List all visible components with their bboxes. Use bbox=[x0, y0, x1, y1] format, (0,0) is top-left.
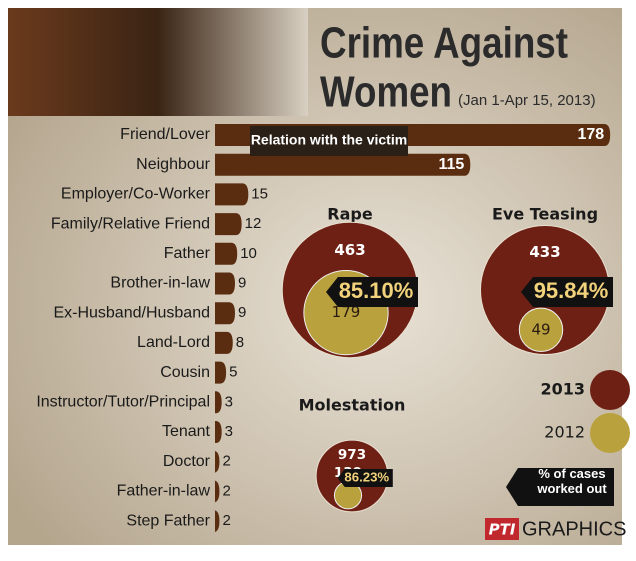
value-2012: 179 bbox=[332, 303, 361, 321]
bar bbox=[215, 153, 471, 176]
category-label: Instructor/Tutor/Principal bbox=[36, 394, 210, 411]
percent-label: 95.84% bbox=[534, 278, 609, 303]
value-label: 178 bbox=[577, 126, 604, 143]
percent-tag bbox=[337, 469, 393, 487]
title-line2: Women bbox=[320, 68, 452, 117]
value-label: 9 bbox=[238, 304, 246, 321]
panel-title: Rape bbox=[327, 205, 373, 224]
bar bbox=[213, 450, 220, 473]
value-label: 2 bbox=[222, 512, 230, 529]
bar bbox=[215, 242, 238, 265]
category-label: Tenant bbox=[162, 423, 211, 440]
category-label: Ex-Husband/Husband bbox=[53, 304, 210, 321]
value-label: 115 bbox=[438, 156, 464, 173]
value-label: 3 bbox=[225, 423, 233, 440]
credit-logo-box bbox=[485, 518, 519, 540]
bar bbox=[213, 480, 220, 503]
value-label: 10 bbox=[240, 245, 257, 262]
category-label: Employer/Co-Worker bbox=[61, 186, 211, 203]
category-label: Cousin bbox=[160, 364, 210, 381]
subtitle: (Jan 1-Apr 15, 2013) bbox=[458, 92, 596, 109]
value-label: 2 bbox=[222, 482, 230, 499]
value-label: 15 bbox=[251, 185, 268, 202]
category-label: Family/Relative Friend bbox=[51, 215, 210, 232]
value-2013: 973 bbox=[338, 447, 366, 463]
bar bbox=[215, 272, 235, 295]
bar bbox=[215, 361, 227, 384]
title: Crime Against bbox=[320, 19, 568, 68]
credit-logo: PTI bbox=[489, 521, 516, 539]
value-label: 5 bbox=[229, 364, 237, 381]
percent-legend: % of cases worked out bbox=[537, 466, 607, 496]
bubble-2012 bbox=[518, 307, 564, 353]
bar bbox=[213, 510, 220, 533]
value-label: 9 bbox=[238, 274, 246, 291]
percent-tag bbox=[521, 277, 613, 307]
category-label: Land-Lord bbox=[137, 334, 210, 351]
value-2012: 49 bbox=[531, 320, 550, 338]
legend-label: 2013 bbox=[540, 380, 585, 399]
legend-swatch bbox=[590, 370, 630, 410]
credit: GRAPHICS bbox=[522, 518, 626, 540]
value-label: 12 bbox=[245, 215, 262, 232]
percent-legend-tag bbox=[506, 468, 614, 506]
value-2013: 463 bbox=[334, 241, 365, 259]
bar bbox=[215, 183, 249, 206]
category-label: Brother-in-law bbox=[110, 275, 210, 292]
category-label: Father bbox=[164, 245, 211, 262]
legend-swatch bbox=[590, 413, 630, 453]
bar-title: Relation with the victim bbox=[251, 132, 407, 148]
panel-title: Eve Teasing bbox=[492, 205, 598, 224]
value-label: 8 bbox=[236, 334, 244, 351]
bar-title-box bbox=[250, 126, 408, 156]
percent-label: 86.23% bbox=[344, 469, 389, 484]
percent-tag bbox=[326, 277, 418, 307]
category-label: Neighbour bbox=[136, 156, 211, 173]
bar bbox=[215, 421, 222, 443]
bar bbox=[215, 213, 242, 236]
value-2013: 433 bbox=[529, 243, 560, 261]
bar bbox=[215, 331, 233, 354]
bar bbox=[215, 391, 222, 414]
category-label: Friend/Lover bbox=[120, 126, 210, 143]
value-label: 3 bbox=[225, 393, 233, 410]
value-label: 2 bbox=[222, 453, 230, 470]
category-label: Step Father bbox=[126, 512, 210, 529]
category-label: Doctor bbox=[163, 453, 211, 470]
category-label: Father-in-law bbox=[117, 483, 211, 500]
legend-label: 2012 bbox=[544, 423, 585, 442]
percent-label: 85.10% bbox=[339, 278, 414, 303]
bar bbox=[215, 302, 235, 325]
panel-title: Molestation bbox=[299, 396, 406, 415]
header-photo bbox=[8, 8, 308, 116]
